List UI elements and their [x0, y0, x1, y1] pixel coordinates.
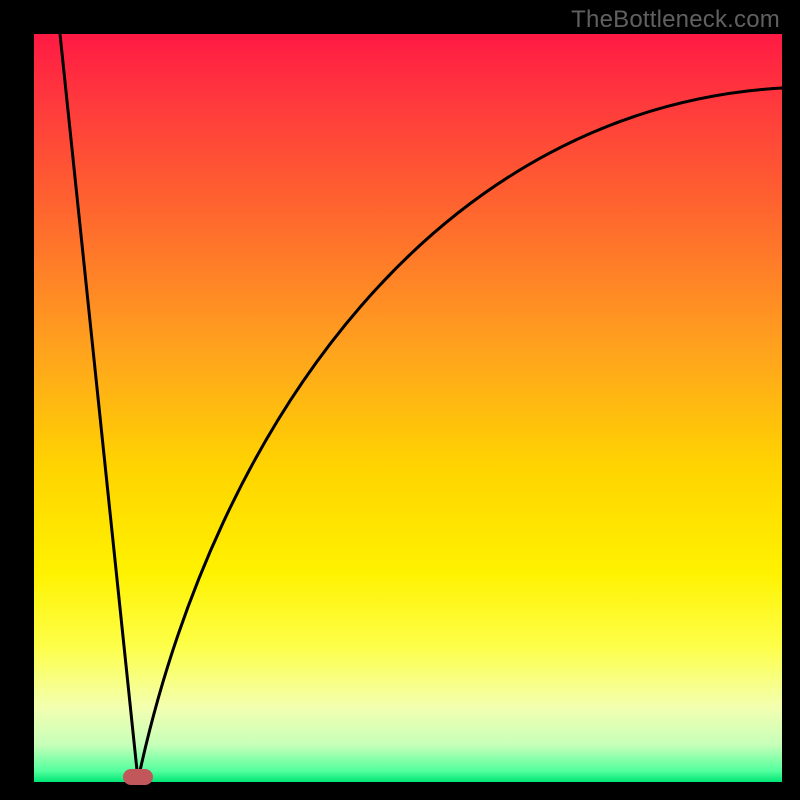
plot-area — [34, 34, 782, 782]
watermark-text: TheBottleneck.com — [571, 6, 780, 34]
vertex-marker — [123, 769, 153, 785]
chart-root: TheBottleneck.com — [0, 0, 800, 800]
gradient-background — [34, 34, 782, 782]
